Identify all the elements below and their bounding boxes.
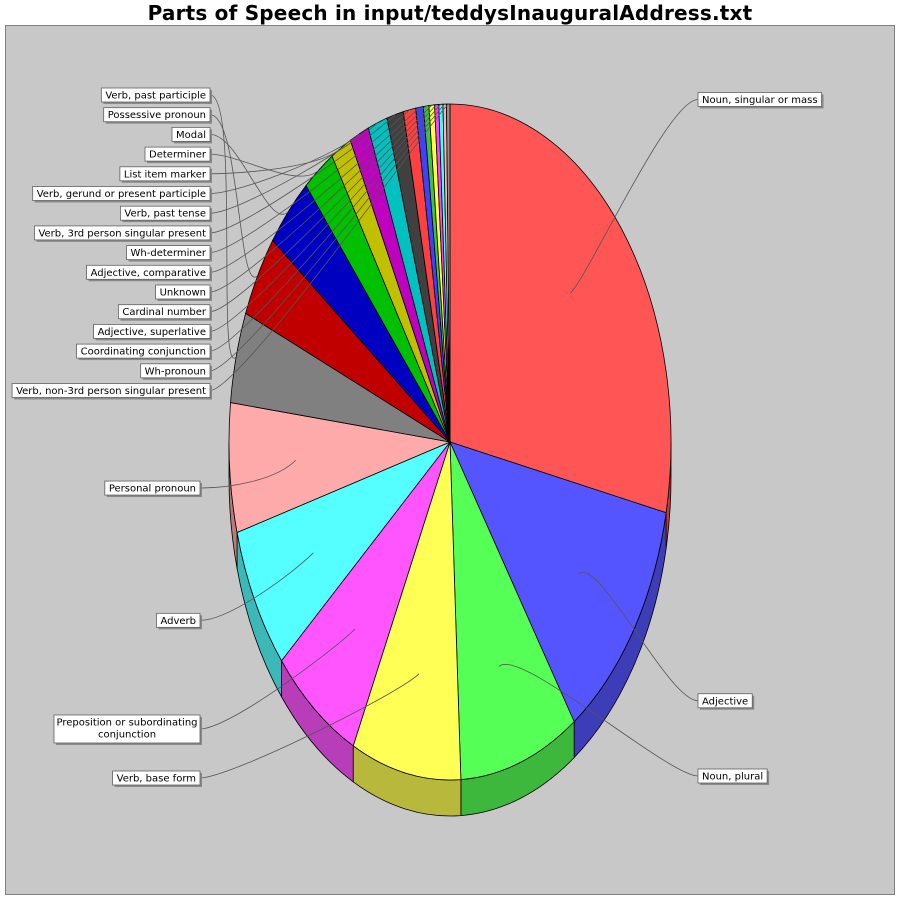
pie-slice xyxy=(449,103,672,514)
leader-line xyxy=(199,552,314,621)
slice-label: Adjective xyxy=(702,696,748,707)
label-box xyxy=(34,225,211,241)
label-box xyxy=(53,714,201,744)
label-box xyxy=(120,205,211,221)
leader-line xyxy=(209,109,410,253)
leader-line xyxy=(209,103,449,391)
slice-label: Adjective, comparative xyxy=(91,268,206,279)
slice-label: Verb, 3rd person singular present xyxy=(38,228,206,239)
pie-slice xyxy=(228,402,452,534)
slice-label: Verb, past participle xyxy=(105,91,206,102)
label-box xyxy=(144,146,211,162)
slice-label: Coordinating conjunction xyxy=(81,347,206,358)
slice-label: Verb, past tense xyxy=(124,209,206,220)
leader-line xyxy=(578,571,699,702)
slice-label: Modal xyxy=(176,130,206,141)
label-box xyxy=(697,693,753,709)
slice-label: Cardinal number xyxy=(122,307,207,318)
label-box xyxy=(86,264,211,280)
slice-label: Possessive pronoun xyxy=(108,110,206,121)
label-box xyxy=(32,186,211,201)
label-box xyxy=(155,284,211,300)
leader-line xyxy=(498,663,699,777)
label-box xyxy=(126,245,211,261)
label-box xyxy=(104,480,201,496)
leader-line xyxy=(570,99,699,294)
label-box xyxy=(100,87,211,103)
label-box xyxy=(119,166,211,182)
slice-label: Verb, base form xyxy=(117,774,196,785)
pie-slice xyxy=(352,441,462,781)
leader-line xyxy=(209,104,437,332)
leader-line xyxy=(209,94,237,359)
slice-label: Adverb xyxy=(160,616,196,627)
leader-line xyxy=(209,147,342,175)
slice-label: Adjective, superlative xyxy=(98,327,206,338)
chart-title: Parts of Speech in input/teddysInaugural… xyxy=(147,1,753,25)
label-box xyxy=(697,768,768,784)
leader-line xyxy=(209,106,420,273)
label-box xyxy=(697,92,822,107)
label-box xyxy=(93,323,211,339)
leader-line xyxy=(209,104,433,313)
label-box xyxy=(156,612,201,628)
leader-line xyxy=(209,134,289,215)
leader-line xyxy=(209,114,396,234)
label-box xyxy=(140,363,211,379)
slice-label: Verb, non-3rd person singular present xyxy=(16,386,206,397)
slice-label: Noun, plural xyxy=(702,772,763,783)
leader-line xyxy=(209,114,258,278)
pie-slice xyxy=(449,441,575,781)
slice-label: Unknown xyxy=(160,288,206,299)
pie-slice xyxy=(236,441,452,662)
leader-line xyxy=(209,133,360,194)
slice-label: Wh-pronoun xyxy=(145,366,206,377)
label-box xyxy=(117,304,211,320)
leader-line xyxy=(209,122,378,214)
leader-line xyxy=(199,628,356,730)
slice-label: Preposition or subordinating conjunction xyxy=(56,717,197,740)
leader-line xyxy=(199,459,297,489)
slice-label: Noun, singular or mass xyxy=(702,95,818,106)
slice-label: List item marker xyxy=(124,169,207,180)
leader-line xyxy=(209,105,427,293)
label-box xyxy=(112,770,201,786)
slice-label: Personal pronoun xyxy=(109,484,196,495)
leader-line xyxy=(209,103,446,372)
leader-line xyxy=(199,673,420,779)
label-box xyxy=(171,127,211,142)
leader-line xyxy=(209,104,442,352)
label-box xyxy=(103,107,211,123)
label-box xyxy=(11,383,211,398)
pie-slice xyxy=(281,441,451,747)
slice-label: Determiner xyxy=(149,150,207,161)
slice-label: Verb, gerund or present participle xyxy=(37,189,206,200)
slice-label: Wh-determiner xyxy=(131,248,207,259)
label-box xyxy=(76,343,211,359)
